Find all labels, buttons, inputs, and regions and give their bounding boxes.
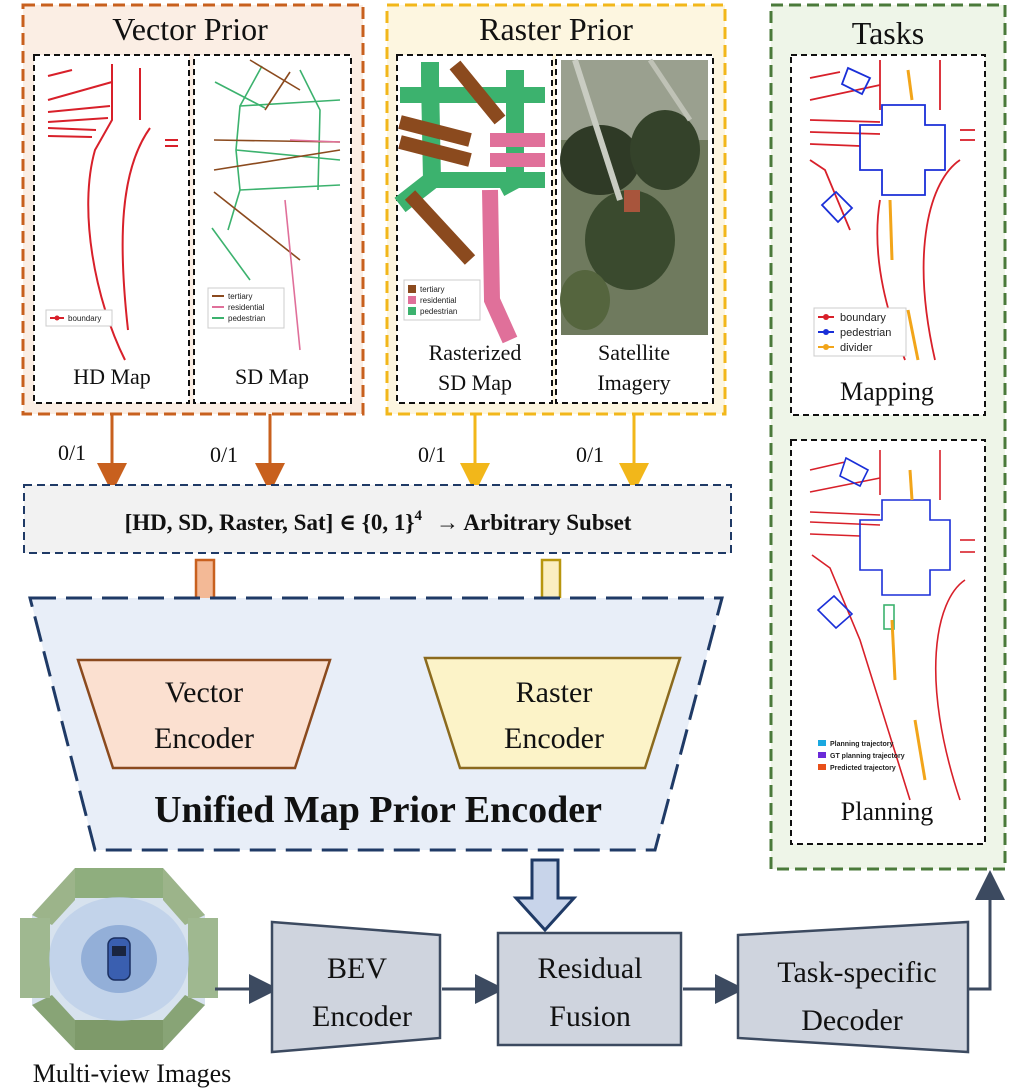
bev-encoder-line2: Encoder: [312, 1000, 412, 1033]
raster-encoder-line2: Encoder: [504, 722, 604, 755]
vector-prior-panel: Vector Prior boundary: [21, 3, 365, 416]
satellite-label-line2: Imagery: [597, 370, 670, 395]
decoder-line2: Decoder: [801, 1004, 903, 1037]
hd-map-thumbnail: boundary HD Map: [33, 54, 190, 404]
vector-encoder-line1: Vector: [165, 676, 243, 709]
rasterized-label-line2: SD Map: [438, 370, 512, 395]
planning-legend-gt: GT planning trajectory: [830, 753, 905, 760]
hd-legend-boundary: boundary: [68, 314, 101, 323]
raster-toggle-label: 0/1: [418, 442, 446, 467]
tasks-panel: Tasks: [769, 3, 1007, 871]
residual-fusion-block: Residual Fusion: [496, 931, 683, 1047]
task-decoder-block: Task-specific Decoder: [736, 920, 970, 1054]
sd-legend: tertiary residential pedestrian: [207, 287, 285, 329]
decoder-line1: Task-specific: [777, 956, 937, 989]
satellite-label-line1: Satellite: [598, 340, 670, 365]
hd-legend: boundary: [45, 309, 113, 327]
raster-prior-panel: Raster Prior tertiary re: [385, 3, 727, 416]
mapping-legend-divider: divider: [840, 342, 873, 354]
raster-legend-residential: residential: [420, 296, 457, 305]
mapping-label: Mapping: [840, 377, 934, 406]
planning-legend-planning: Planning trajectory: [830, 741, 894, 748]
rasterized-label-line1: Rasterized: [429, 340, 522, 365]
residual-fusion-line2: Fusion: [549, 1000, 631, 1033]
raster-legend: tertiary residential pedestrian: [403, 279, 481, 321]
sd-toggle-label: 0/1: [210, 442, 238, 467]
bev-encoder-line1: BEV: [327, 952, 387, 985]
planning-thumbnail: Planning trajectory GT planning trajecto…: [790, 439, 986, 845]
planning-legend: Planning trajectory GT planning trajecto…: [818, 740, 905, 772]
sat-toggle-label: 0/1: [576, 442, 604, 467]
vector-encoder-line2: Encoder: [154, 722, 254, 755]
arrow-decoder-to-tasks: [968, 870, 1005, 991]
hd-map-label: HD Map: [73, 364, 151, 389]
unified-encoder-block: Vector Encoder Raster Encoder Unified Ma…: [28, 596, 724, 852]
mapping-thumbnail: boundary pedestrian divider Mapping: [790, 54, 986, 416]
rasterized-sd-map-thumbnail: tertiary residential pedestrian Rasteriz…: [394, 54, 553, 404]
bev-encoder-block: BEV Encoder: [270, 920, 442, 1054]
sd-legend-pedestrian: pedestrian: [228, 314, 265, 323]
multiview-images: Multi-view Images: [20, 868, 231, 1088]
mapping-legend: boundary pedestrian divider: [813, 307, 907, 357]
vector-encoder-block: Vector Encoder: [76, 658, 332, 770]
subset-formula: [HD, SD, Raster, Sat] ∈ {0, 1}4 → Arbitra…: [125, 508, 632, 535]
mapping-legend-pedestrian: pedestrian: [840, 327, 891, 339]
unified-encoder-label: Unified Map Prior Encoder: [154, 789, 602, 831]
raster-prior-title: Raster Prior: [479, 11, 633, 47]
sd-map-label: SD Map: [235, 364, 309, 389]
hd-toggle-label: 0/1: [58, 440, 86, 465]
satellite-imagery-thumbnail: Satellite Imagery: [555, 54, 714, 404]
sd-map-thumbnail: tertiary residential pedestrian SD Map: [193, 54, 352, 404]
fusion-hollow-arrow: [512, 858, 578, 933]
residual-fusion-line1: Residual: [538, 952, 643, 985]
raster-legend-pedestrian: pedestrian: [420, 307, 457, 316]
subset-box: [HD, SD, Raster, Sat] ∈ {0, 1}4 → Arbitra…: [23, 484, 732, 554]
mapping-legend-boundary: boundary: [840, 312, 886, 324]
tasks-title: Tasks: [852, 15, 924, 51]
vector-prior-title: Vector Prior: [112, 11, 268, 47]
raster-encoder-line1: Raster: [516, 676, 593, 709]
sd-legend-tertiary: tertiary: [228, 292, 252, 301]
raster-encoder-block: Raster Encoder: [423, 656, 682, 770]
raster-legend-tertiary: tertiary: [420, 285, 444, 294]
planning-label: Planning: [841, 797, 933, 826]
multiview-label: Multi-view Images: [33, 1059, 232, 1088]
planning-legend-predicted: Predicted trajectory: [830, 765, 896, 772]
sd-legend-residential: residential: [228, 303, 265, 312]
toggle-arrows: 0/1 0/1 0/1 0/1: [58, 414, 649, 493]
